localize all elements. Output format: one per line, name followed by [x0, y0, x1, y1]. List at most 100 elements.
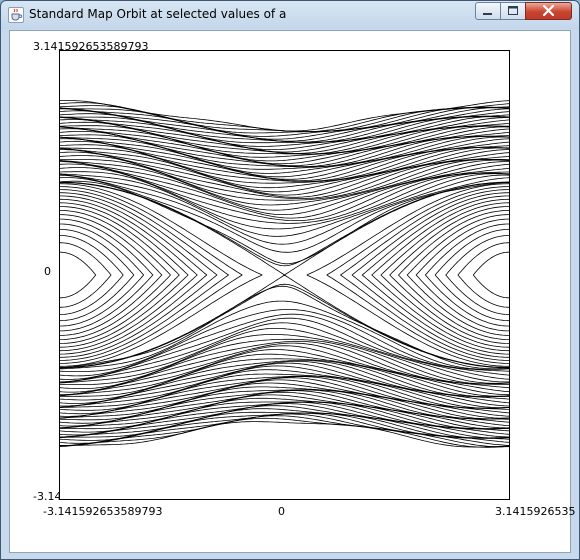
rotational-orbit: [60, 377, 509, 417]
libration-orbit: [424, 223, 509, 327]
minimize-button[interactable]: [475, 2, 501, 20]
libration-orbit: [60, 195, 208, 355]
rotational-orbit: [60, 317, 509, 380]
rotational-orbit: [60, 125, 509, 158]
libration-orbit: [351, 192, 509, 358]
libration-orbit: [371, 198, 509, 352]
rotational-orbit: [60, 107, 509, 140]
rotational-orbit: [60, 159, 509, 206]
libration-orbit: [457, 242, 509, 308]
libration-orbit: [339, 189, 509, 361]
rotational-orbit: [60, 345, 509, 396]
rotational-orbit: [60, 369, 509, 409]
rotational-orbit: [60, 147, 509, 184]
rotational-orbit: [60, 415, 509, 448]
rotational-orbit: [60, 147, 509, 189]
separatrix: [60, 274, 509, 368]
rotational-orbit: [60, 119, 509, 154]
libration-orbit: [60, 206, 180, 344]
rotational-orbit: [60, 147, 509, 193]
rotational-orbit: [60, 128, 509, 167]
maximize-icon: [508, 6, 518, 15]
rotational-orbit: [60, 180, 509, 265]
maximize-button[interactable]: [500, 2, 526, 20]
libration-orbit: [60, 186, 243, 364]
rotational-orbit: [60, 382, 509, 420]
java-cup-icon[interactable]: [8, 7, 24, 23]
rotational-orbit: [60, 338, 509, 386]
rotational-orbit: [60, 173, 509, 237]
libration-orbit: [60, 242, 112, 308]
x-axis-max-label: 3.1415926535: [495, 505, 576, 518]
rotational-orbit: [60, 167, 509, 222]
rotational-orbit: [60, 360, 509, 404]
libration-orbit: [60, 192, 218, 358]
rotational-orbit: [60, 116, 509, 144]
rotational-orbit: [60, 373, 509, 409]
close-button[interactable]: [525, 2, 572, 20]
libration-orbit: [60, 218, 154, 332]
libration-orbit: [60, 202, 189, 348]
rotational-orbit: [60, 116, 509, 150]
rotational-orbit: [60, 159, 509, 201]
x-axis-mid-label: 0: [278, 505, 285, 518]
rotational-orbit: [60, 313, 509, 377]
rotational-orbit: [60, 136, 509, 178]
close-icon: [542, 4, 555, 17]
title-bar[interactable]: Standard Map Orbit at selected values of…: [1, 1, 579, 29]
rotational-orbit: [60, 391, 509, 429]
libration-orbit: [415, 218, 509, 332]
libration-orbit: [60, 214, 163, 336]
y-axis-mid-label: 0: [44, 265, 51, 278]
rotational-orbit: [60, 379, 509, 419]
rotational-orbit: [60, 149, 509, 196]
rotational-orbit: [60, 108, 509, 142]
rotational-orbit: [60, 397, 509, 430]
rotational-orbit: [60, 322, 509, 383]
rotational-orbit: [60, 106, 509, 137]
rotational-orbit: [60, 308, 509, 373]
rotational-orbit: [60, 161, 509, 216]
rotational-orbit: [60, 390, 509, 427]
minimize-icon: [483, 13, 492, 15]
libration-orbit: [60, 189, 230, 361]
rotational-orbit: [60, 421, 509, 448]
rotational-orbit: [60, 115, 509, 147]
rotational-orbit: [60, 135, 509, 170]
libration-orbit: [406, 214, 509, 336]
libration-orbit: [361, 195, 509, 355]
libration-orbit: [326, 186, 509, 364]
libration-orbit: [60, 251, 97, 299]
rotational-orbit: [60, 171, 509, 224]
x-axis-min-label: -3.141592653589793: [43, 505, 163, 518]
rotational-orbit: [60, 159, 509, 211]
rotational-orbit: [60, 163, 509, 219]
libration-orbit: [60, 198, 198, 352]
rotational-orbit: [60, 172, 509, 230]
libration-orbit: [389, 206, 509, 344]
libration-orbit: [472, 251, 509, 299]
rotational-orbit: [60, 135, 509, 174]
rotational-orbit: [60, 394, 509, 430]
libration-orbit: [60, 223, 145, 327]
libration-orbit: [60, 235, 124, 315]
rotational-orbit: [60, 349, 509, 397]
separatrix-band: [60, 283, 509, 369]
window-title: Standard Map Orbit at selected values of…: [29, 7, 287, 21]
libration-orbit: [60, 183, 263, 367]
rotational-orbit: [60, 138, 509, 180]
libration-orbit: [380, 202, 509, 348]
orbit-plot: [59, 50, 510, 500]
separatrix-band: [60, 181, 509, 267]
rotational-orbit: [60, 342, 509, 393]
rotational-orbit: [60, 117, 509, 153]
orbit-canvas: [60, 100, 509, 448]
rotational-orbit: [60, 403, 509, 438]
rotational-orbit: [60, 125, 509, 162]
libration-orbit: [306, 183, 509, 367]
rotational-orbit: [60, 300, 509, 370]
rotational-orbit: [60, 126, 509, 165]
rotational-orbit: [60, 107, 509, 134]
rotational-orbit: [60, 358, 509, 398]
rotational-orbit: [60, 417, 509, 448]
